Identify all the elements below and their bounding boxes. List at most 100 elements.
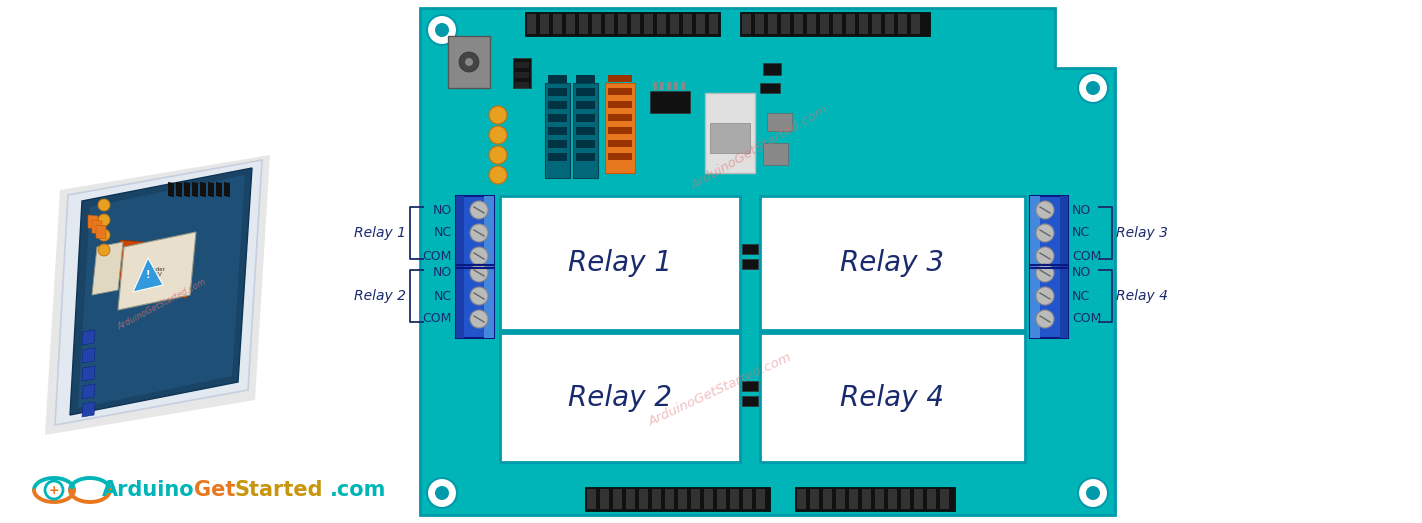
Text: NO: NO xyxy=(1072,203,1091,217)
Bar xyxy=(757,489,765,509)
Bar xyxy=(613,489,621,509)
Circle shape xyxy=(1037,287,1054,305)
Bar xyxy=(766,113,792,131)
Bar xyxy=(540,14,549,34)
Bar xyxy=(592,14,602,34)
Text: Relay 4: Relay 4 xyxy=(1116,289,1167,303)
Bar xyxy=(899,14,907,34)
Bar xyxy=(717,489,727,509)
Bar xyxy=(902,489,910,509)
Polygon shape xyxy=(208,182,213,197)
Bar xyxy=(887,489,897,509)
Text: Arduino: Arduino xyxy=(102,480,195,500)
Text: .com: .com xyxy=(330,480,387,500)
Text: COM: COM xyxy=(1072,313,1102,325)
Bar xyxy=(755,14,764,34)
Text: Relay 2: Relay 2 xyxy=(567,383,673,412)
Bar xyxy=(573,83,599,178)
Polygon shape xyxy=(82,348,95,363)
Text: ArduinoGetStarted.com: ArduinoGetStarted.com xyxy=(646,351,793,429)
Polygon shape xyxy=(183,182,191,197)
Bar xyxy=(681,82,685,90)
Bar xyxy=(515,82,529,88)
Bar xyxy=(576,75,594,83)
Bar xyxy=(609,114,631,121)
Circle shape xyxy=(1037,310,1054,328)
Text: NC: NC xyxy=(434,290,452,302)
Bar xyxy=(793,14,803,34)
Bar xyxy=(653,82,657,90)
Bar xyxy=(849,489,857,509)
Circle shape xyxy=(427,15,456,45)
Polygon shape xyxy=(92,220,102,234)
Circle shape xyxy=(471,201,488,219)
Circle shape xyxy=(1086,486,1101,500)
Bar xyxy=(501,196,739,330)
Text: COM: COM xyxy=(422,249,452,263)
Bar xyxy=(513,58,530,88)
Bar xyxy=(695,14,705,34)
Bar xyxy=(872,14,882,34)
Bar xyxy=(584,487,769,511)
Circle shape xyxy=(489,126,508,144)
Bar xyxy=(483,196,493,338)
Circle shape xyxy=(471,287,488,305)
Circle shape xyxy=(98,229,109,241)
Bar xyxy=(587,489,596,509)
Bar xyxy=(609,75,631,82)
Bar xyxy=(448,36,491,88)
Text: Relay 1: Relay 1 xyxy=(567,249,673,277)
Bar xyxy=(667,82,671,90)
Bar xyxy=(704,489,712,509)
Bar xyxy=(547,153,567,161)
Bar xyxy=(553,14,562,34)
Circle shape xyxy=(489,106,508,124)
Circle shape xyxy=(489,166,508,184)
Circle shape xyxy=(489,146,508,164)
Text: NO: NO xyxy=(432,267,452,279)
Bar xyxy=(604,83,636,173)
Circle shape xyxy=(471,247,488,265)
Bar xyxy=(823,489,832,509)
Bar xyxy=(940,489,948,509)
Bar xyxy=(739,12,930,36)
Bar xyxy=(742,259,758,269)
Bar xyxy=(759,83,781,93)
Bar xyxy=(742,14,751,34)
Bar xyxy=(811,489,819,509)
Bar xyxy=(626,489,636,509)
Circle shape xyxy=(427,478,456,508)
Bar xyxy=(660,82,664,90)
Circle shape xyxy=(471,310,488,328)
Bar xyxy=(759,333,1025,462)
Bar xyxy=(683,14,693,34)
Bar xyxy=(456,196,493,338)
Bar xyxy=(604,14,614,34)
Bar xyxy=(781,14,791,34)
Circle shape xyxy=(1078,478,1108,508)
Bar xyxy=(609,127,631,134)
Bar xyxy=(742,396,758,406)
Bar xyxy=(808,14,816,34)
Bar xyxy=(547,101,567,109)
Bar xyxy=(547,88,567,96)
Circle shape xyxy=(465,58,474,66)
Polygon shape xyxy=(192,182,198,197)
Bar xyxy=(566,14,574,34)
Bar xyxy=(657,14,665,34)
Bar xyxy=(653,489,661,509)
Bar xyxy=(547,127,567,135)
Bar xyxy=(705,93,755,173)
Polygon shape xyxy=(201,182,206,197)
Bar xyxy=(576,153,594,161)
Bar xyxy=(665,489,674,509)
Bar xyxy=(576,88,594,96)
Bar xyxy=(820,14,829,34)
Bar xyxy=(576,114,594,122)
Polygon shape xyxy=(92,242,122,295)
Bar xyxy=(884,14,894,34)
Circle shape xyxy=(471,224,488,242)
Polygon shape xyxy=(118,232,196,310)
Bar xyxy=(638,489,648,509)
Bar xyxy=(528,14,536,34)
